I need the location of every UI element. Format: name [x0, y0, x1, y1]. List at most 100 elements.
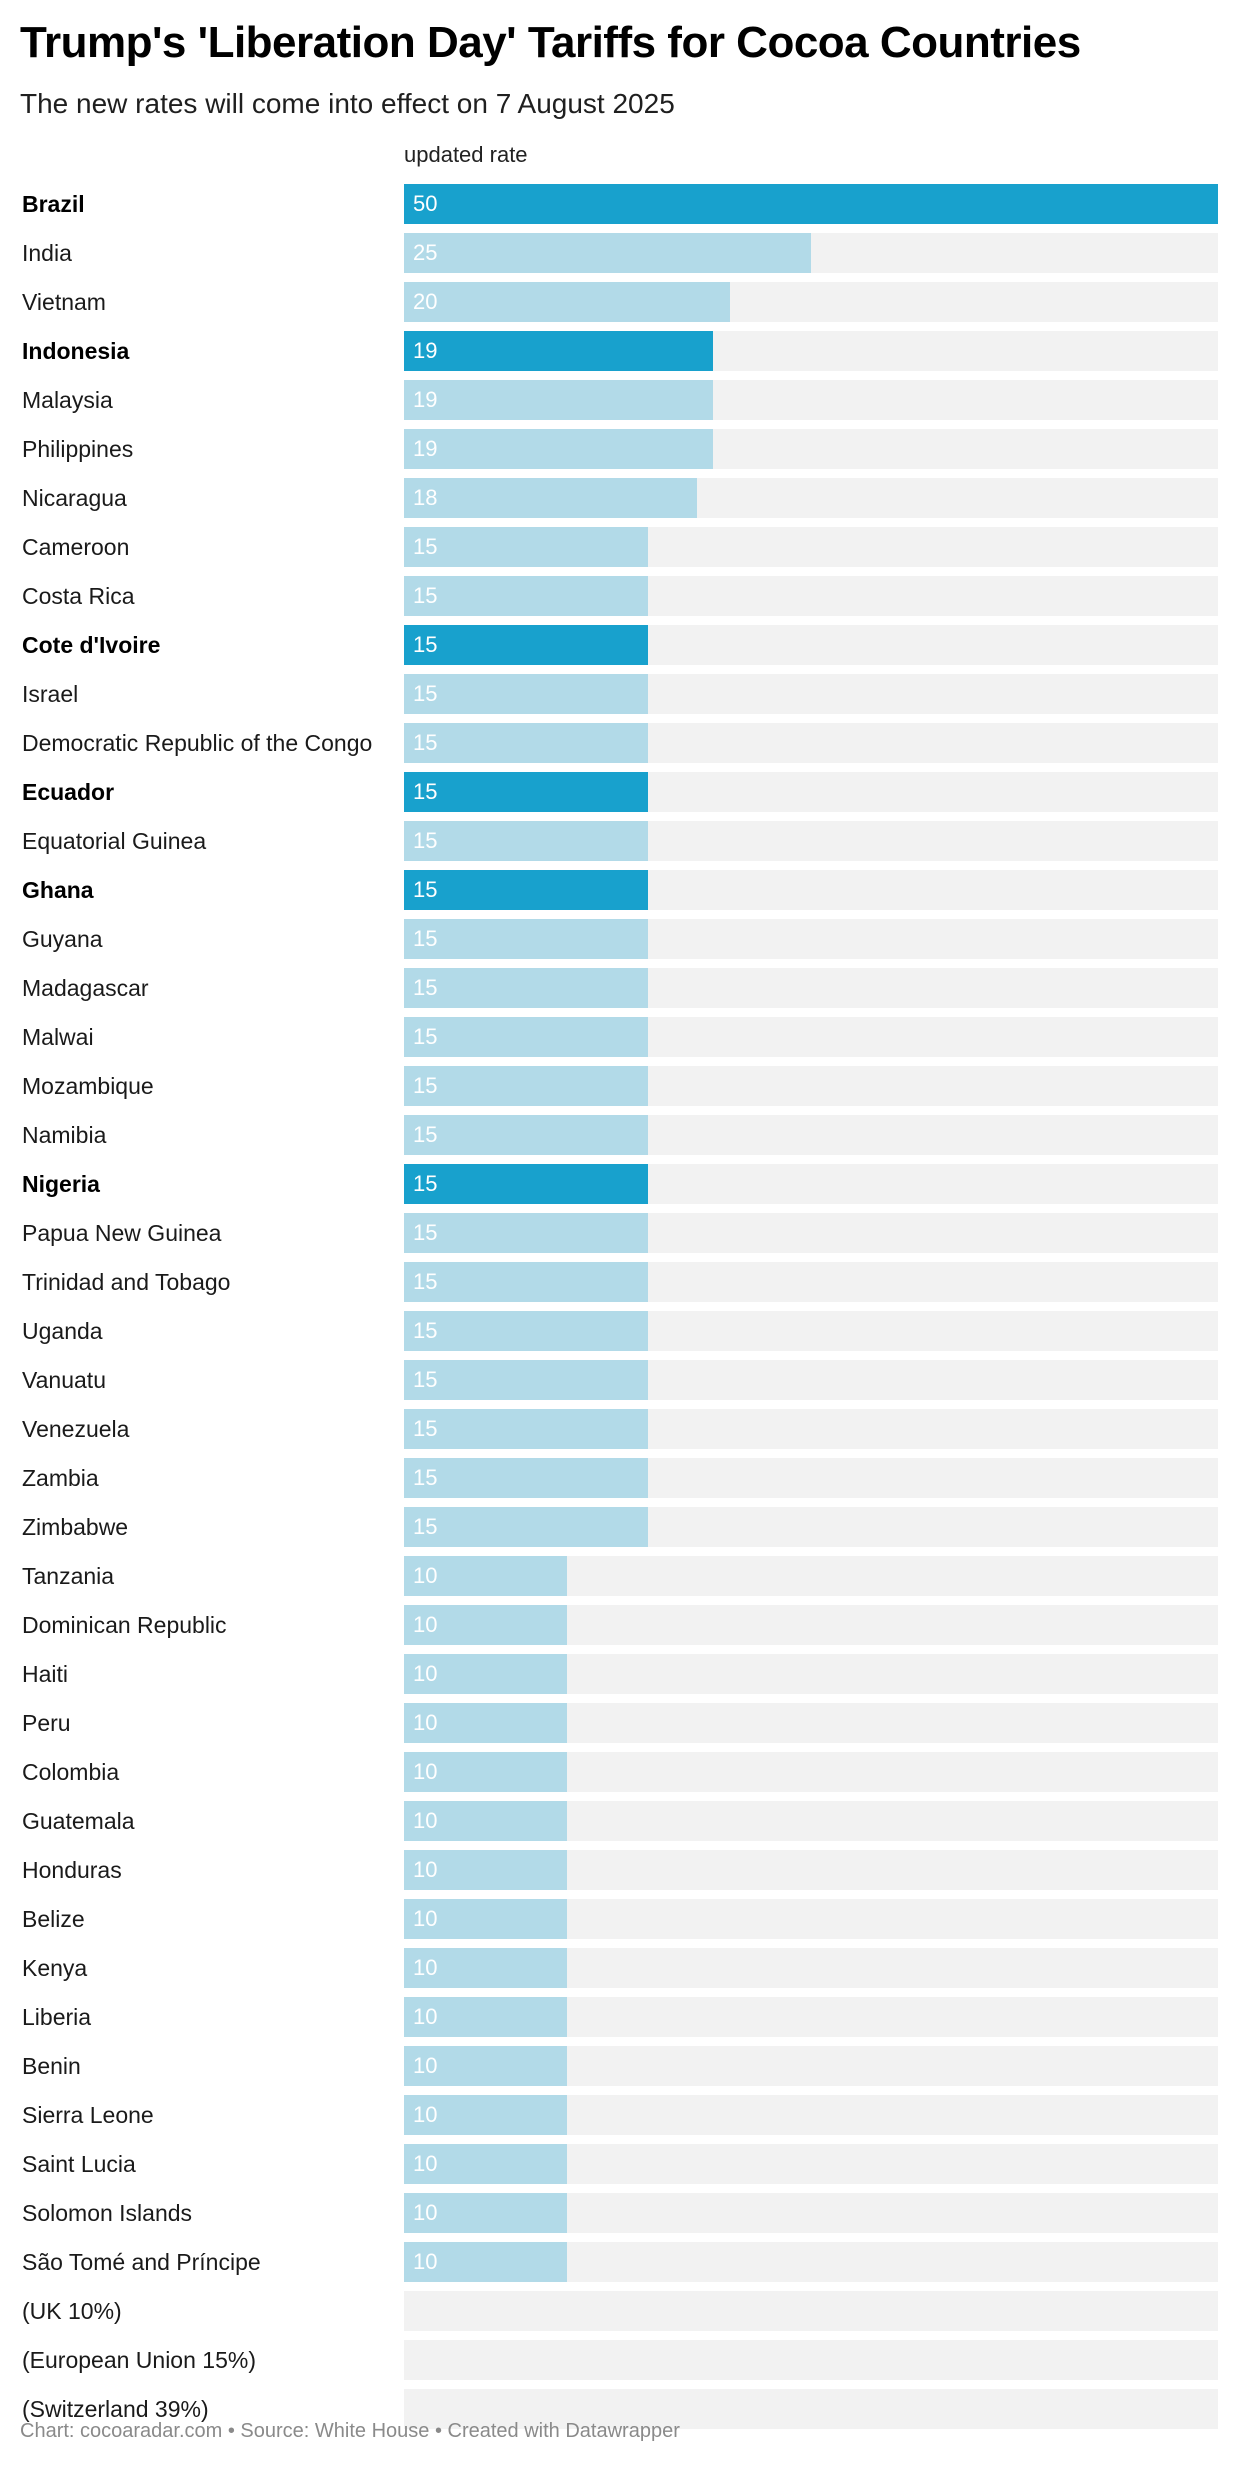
bar-row: Belize 10 [0, 1899, 1240, 1939]
bar-track: 15 [404, 1507, 1218, 1547]
tariff-bar: 50 [404, 184, 1218, 224]
bar-value-label: 15 [413, 1122, 438, 1147]
tariff-bar: 10 [404, 1752, 567, 1792]
bar-value-label: 19 [413, 387, 438, 412]
country-label: Papua New Guinea [22, 1220, 222, 1246]
tariff-bar: 15 [404, 919, 648, 959]
bar-row: Ghana 15 [0, 870, 1240, 910]
tariff-bar: 10 [404, 1850, 567, 1890]
bar-track: 15 [404, 723, 1218, 763]
bar-value-label: 18 [413, 485, 438, 510]
tariff-bar: 15 [404, 576, 648, 616]
bar-value-label: 15 [413, 975, 438, 1000]
country-label: Ecuador [22, 779, 115, 805]
bar-track [404, 2340, 1218, 2380]
bar-track: 15 [404, 625, 1218, 665]
bar-row: Cameroon 15 [0, 527, 1240, 567]
tariff-bar: 19 [404, 380, 713, 420]
tariff-bar: 10 [404, 1556, 567, 1596]
tariff-bar: 20 [404, 282, 730, 322]
bar-track: 15 [404, 968, 1218, 1008]
tariff-bar: 15 [404, 1458, 648, 1498]
country-label: Uganda [22, 1318, 103, 1344]
country-label: Namibia [22, 1122, 107, 1148]
bar-row: Saint Lucia 10 [0, 2144, 1240, 2184]
bar-track: 18 [404, 478, 1218, 518]
bar-value-label: 15 [413, 534, 438, 559]
bar-row: Dominican Republic 10 [0, 1605, 1240, 1645]
tariff-bar: 15 [404, 1360, 648, 1400]
tariff-bar: 15 [404, 1311, 648, 1351]
country-label: Dominican Republic [22, 1612, 227, 1638]
bar-row: Trinidad and Tobago 15 [0, 1262, 1240, 1302]
bar-track: 15 [404, 527, 1218, 567]
bar-value-label: 15 [413, 681, 438, 706]
country-label: Guatemala [22, 1808, 135, 1834]
bar-track [404, 2389, 1218, 2429]
country-label: Nicaragua [22, 485, 127, 511]
bar-track: 10 [404, 2193, 1218, 2233]
tariff-bar: 15 [404, 625, 648, 665]
bar-row: Vanuatu 15 [0, 1360, 1240, 1400]
bar-row: Malaysia 19 [0, 380, 1240, 420]
bar-row: (Switzerland 39%) [0, 2389, 1240, 2429]
bar-row: Nicaragua 18 [0, 478, 1240, 518]
tariff-bar: 10 [404, 1703, 567, 1743]
tariff-bar: 15 [404, 527, 648, 567]
tariff-bar: 15 [404, 1213, 648, 1253]
country-label: Cameroon [22, 534, 130, 560]
bar-row: Solomon Islands 10 [0, 2193, 1240, 2233]
bar-value-label: 10 [413, 2200, 438, 2225]
country-label: (Switzerland 39%) [22, 2396, 209, 2422]
bar-row: Ecuador 15 [0, 772, 1240, 812]
bar-value-label: 15 [413, 1367, 438, 1392]
bar-track: 15 [404, 1066, 1218, 1106]
bar-value-label: 10 [413, 1955, 438, 1980]
country-label: Venezuela [22, 1416, 130, 1442]
bar-track: 15 [404, 576, 1218, 616]
country-label: São Tomé and Príncipe [22, 2249, 261, 2275]
bar-row: Namibia 15 [0, 1115, 1240, 1155]
bar-row: Papua New Guinea 15 [0, 1213, 1240, 1253]
bar-value-label: 15 [413, 583, 438, 608]
bar-row: Costa Rica 15 [0, 576, 1240, 616]
country-label: Philippines [22, 436, 134, 462]
bar-value-label: 10 [413, 1906, 438, 1931]
bar-track: 10 [404, 1556, 1218, 1596]
bar-track: 15 [404, 1213, 1218, 1253]
bar-value-label: 15 [413, 1416, 438, 1441]
bar-track: 10 [404, 1654, 1218, 1694]
bar-row: Guatemala 10 [0, 1801, 1240, 1841]
tariff-bar: 15 [404, 1409, 648, 1449]
country-label: Israel [22, 681, 79, 707]
bar-track: 10 [404, 1801, 1218, 1841]
bar-track: 15 [404, 1311, 1218, 1351]
tariff-bar: 10 [404, 1605, 567, 1645]
country-label: Zambia [22, 1465, 99, 1491]
bar-row: Honduras 10 [0, 1850, 1240, 1890]
bar-track: 10 [404, 2144, 1218, 2184]
bar-row: Zambia 15 [0, 1458, 1240, 1498]
bar-value-label: 10 [413, 2004, 438, 2029]
bar-value-label: 15 [413, 1220, 438, 1245]
bar-row: (UK 10%) [0, 2291, 1240, 2331]
country-label: (European Union 15%) [22, 2347, 256, 2373]
country-label: Costa Rica [22, 583, 135, 609]
bar-row: Zimbabwe 15 [0, 1507, 1240, 1547]
bar-value-label: 15 [413, 1318, 438, 1343]
bar-track: 10 [404, 1997, 1218, 2037]
bar-value-label: 10 [413, 1710, 438, 1735]
bar-row: Israel 15 [0, 674, 1240, 714]
bar-value-label: 15 [413, 1269, 438, 1294]
tariff-bar: 15 [404, 723, 648, 763]
bar-value-label: 10 [413, 2102, 438, 2127]
country-label: Haiti [22, 1661, 69, 1687]
bar-value-label: 10 [413, 1661, 438, 1686]
bar-row: Indonesia 19 [0, 331, 1240, 371]
country-label: Zimbabwe [22, 1514, 129, 1540]
bar-value-label: 15 [413, 877, 438, 902]
bar-row: Colombia 10 [0, 1752, 1240, 1792]
bar-value-label: 15 [413, 1514, 438, 1539]
bar-row: São Tomé and Príncipe 10 [0, 2242, 1240, 2282]
bar-row: Equatorial Guinea 15 [0, 821, 1240, 861]
